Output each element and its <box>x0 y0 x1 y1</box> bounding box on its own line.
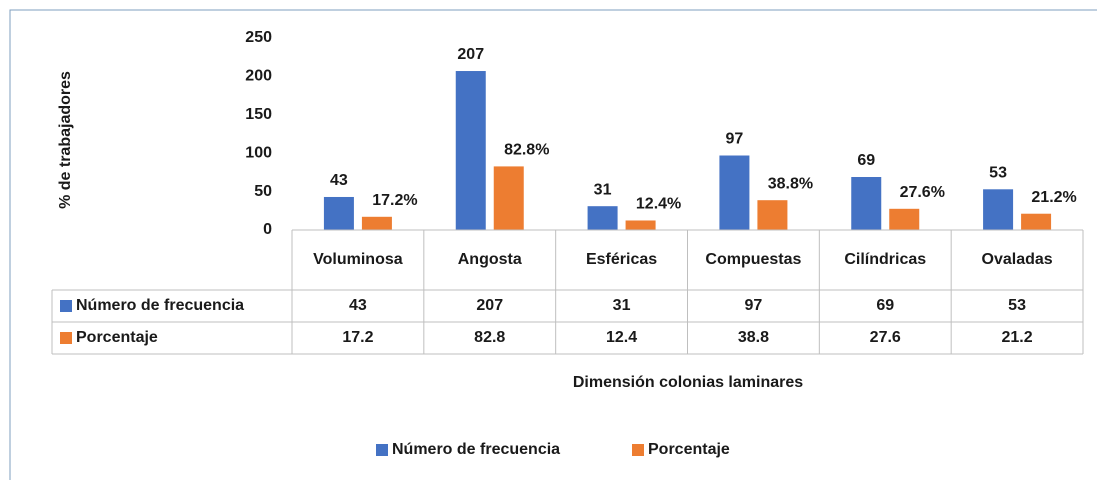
x-tick-label: Compuestas <box>705 251 801 268</box>
table-cell: 69 <box>876 297 894 314</box>
bar <box>719 155 750 230</box>
table-row-label: Número de frecuencia <box>76 297 244 314</box>
bar <box>323 196 354 230</box>
bar <box>757 200 788 230</box>
y-tick-label: 100 <box>245 144 272 161</box>
table-cell: 27.6 <box>870 329 901 346</box>
data-label: 21.2% <box>1031 189 1076 206</box>
data-label: 207 <box>457 46 484 63</box>
y-tick-label: 250 <box>245 29 272 46</box>
table-cell: 82.8 <box>474 329 505 346</box>
table-cell: 21.2 <box>1002 329 1033 346</box>
table-cell: 17.2 <box>342 329 373 346</box>
data-label: 12.4% <box>636 196 681 213</box>
bar <box>587 206 618 230</box>
data-label: 82.8% <box>504 142 549 159</box>
table-legend-key <box>60 332 72 344</box>
chart-border <box>9 9 1097 480</box>
data-label: 69 <box>857 152 875 169</box>
legend-key <box>376 444 388 456</box>
table-cell: 43 <box>349 297 367 314</box>
table-cell: 12.4 <box>606 329 637 346</box>
bar <box>1021 213 1052 230</box>
x-tick-label: Angosta <box>458 251 522 268</box>
bar <box>983 189 1014 230</box>
data-label: 38.8% <box>768 175 813 192</box>
y-tick-label: 0 <box>263 221 272 238</box>
data-label: 97 <box>726 131 744 148</box>
bar <box>851 177 882 230</box>
bar <box>455 71 486 230</box>
y-axis-title: % de trabajadores <box>57 71 74 209</box>
legend-label: Porcentaje <box>648 441 730 458</box>
bar <box>361 216 392 230</box>
legend-key <box>632 444 644 456</box>
legend-label: Número de frecuencia <box>392 441 560 458</box>
x-tick-label: Voluminosa <box>313 251 403 268</box>
bar <box>493 166 524 230</box>
x-tick-label: Esféricas <box>586 251 657 268</box>
y-tick-label: 50 <box>254 183 272 200</box>
x-tick-label: Ovaladas <box>982 251 1053 268</box>
table-cell: 53 <box>1008 297 1026 314</box>
bar <box>625 220 656 230</box>
x-tick-label: Cilíndricas <box>844 251 926 268</box>
x-axis-title: Dimensión colonias laminares <box>573 374 803 391</box>
table-legend-key <box>60 300 72 312</box>
data-label: 27.6% <box>900 184 945 201</box>
table-cell: 207 <box>476 297 503 314</box>
bar <box>889 208 920 230</box>
table-cell: 31 <box>613 297 631 314</box>
data-label: 53 <box>989 165 1007 182</box>
table-cell: 38.8 <box>738 329 769 346</box>
table-cell: 97 <box>745 297 763 314</box>
table-row-label: Porcentaje <box>76 329 158 346</box>
y-tick-label: 200 <box>245 68 272 85</box>
data-label: 17.2% <box>372 192 417 209</box>
y-tick-label: 150 <box>245 106 272 123</box>
data-label: 43 <box>330 172 348 189</box>
data-label: 31 <box>594 181 612 198</box>
